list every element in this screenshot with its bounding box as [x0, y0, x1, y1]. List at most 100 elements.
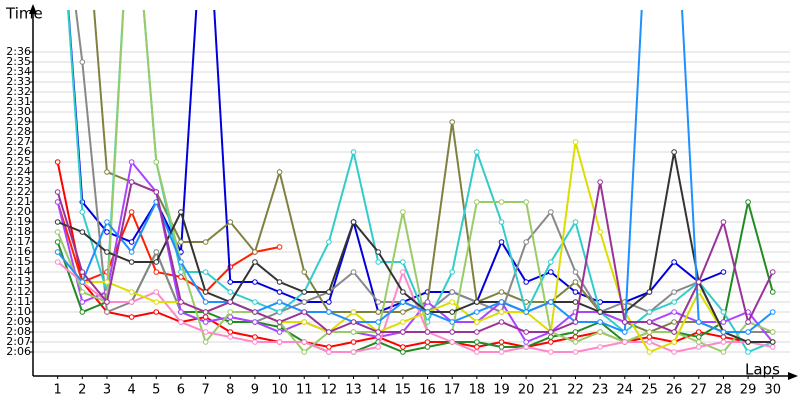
point — [424, 339, 431, 345]
series-line — [56, 10, 774, 334]
point — [178, 309, 184, 315]
point — [54, 189, 61, 195]
point — [252, 319, 258, 325]
point — [202, 299, 209, 305]
y-axis-arrow — [29, 4, 37, 14]
point — [227, 329, 234, 335]
point — [474, 309, 480, 315]
point — [498, 344, 505, 350]
x-axis-label: Laps — [745, 361, 780, 379]
point — [104, 279, 110, 285]
x-tick-label xt: 18 — [469, 383, 486, 398]
point — [769, 269, 776, 275]
point — [153, 269, 160, 275]
point — [400, 269, 406, 275]
point — [227, 289, 234, 295]
point — [153, 309, 160, 315]
point — [326, 344, 332, 350]
point — [474, 319, 480, 325]
point — [79, 209, 86, 215]
point — [400, 309, 406, 315]
point — [252, 339, 258, 345]
point — [375, 344, 382, 350]
point — [79, 289, 86, 295]
point — [572, 289, 579, 295]
point — [276, 169, 283, 175]
point — [597, 179, 603, 185]
point — [720, 349, 727, 355]
point — [375, 259, 382, 265]
point — [400, 209, 406, 215]
point — [646, 339, 653, 345]
y-tick-label: 2:09 — [6, 315, 31, 328]
y-tick-label: 2:30 — [6, 105, 31, 118]
point — [548, 269, 554, 275]
x-tick-label xt: 25 — [641, 383, 658, 398]
point — [227, 219, 234, 225]
point — [350, 269, 357, 275]
point — [301, 299, 308, 305]
point — [449, 339, 455, 345]
x-tick-label xt: 3 — [103, 383, 111, 398]
point — [79, 229, 86, 235]
y-tick-label: 2:15 — [6, 255, 31, 268]
x-tick-label xt: 30 — [764, 383, 781, 398]
point — [621, 339, 628, 345]
y-tick-label: 2:34 — [6, 65, 31, 78]
point — [769, 309, 776, 315]
point — [498, 219, 505, 225]
x-tick-label xt: 10 — [271, 383, 288, 398]
point — [597, 229, 603, 235]
y-axis-label: Time — [5, 5, 43, 23]
point — [474, 149, 480, 155]
y-tick-label: 2:26 — [6, 145, 31, 158]
point — [449, 269, 455, 275]
point — [597, 319, 603, 325]
point — [695, 344, 702, 350]
point — [720, 339, 727, 345]
y-tick-label: 2:25 — [6, 155, 31, 168]
point — [720, 219, 727, 225]
point — [523, 199, 529, 205]
point — [227, 334, 234, 340]
point — [621, 329, 628, 335]
point — [474, 339, 480, 345]
point — [745, 339, 751, 345]
point — [128, 299, 135, 305]
point — [572, 279, 579, 285]
point — [301, 339, 308, 345]
point — [153, 299, 160, 305]
point — [79, 59, 86, 65]
point — [54, 219, 61, 225]
point — [301, 289, 308, 295]
point — [769, 344, 776, 350]
point — [79, 269, 86, 275]
point — [548, 334, 554, 340]
point — [128, 259, 135, 265]
point — [400, 344, 406, 350]
y-tick-label: 2:22 — [6, 185, 31, 198]
point — [523, 239, 529, 245]
point — [276, 289, 283, 295]
point — [153, 159, 160, 165]
point — [498, 199, 505, 205]
point — [548, 329, 554, 335]
point — [252, 279, 258, 285]
point — [523, 309, 529, 315]
point — [276, 329, 283, 335]
y-tick-label: 2:17 — [6, 235, 31, 248]
point — [720, 319, 727, 325]
point — [597, 329, 603, 335]
x-tick-label xt: 22 — [567, 383, 584, 398]
point — [375, 309, 382, 315]
y-tick-label: 2:08 — [6, 325, 31, 338]
x-tick-label xt: 17 — [444, 383, 461, 398]
point — [375, 299, 382, 305]
point — [769, 329, 776, 335]
point — [745, 349, 751, 355]
point — [375, 319, 382, 325]
y-tick-label: 2:23 — [6, 175, 31, 188]
point — [523, 329, 529, 335]
y-tick-label: 2:12 — [6, 285, 31, 298]
point — [252, 259, 258, 265]
